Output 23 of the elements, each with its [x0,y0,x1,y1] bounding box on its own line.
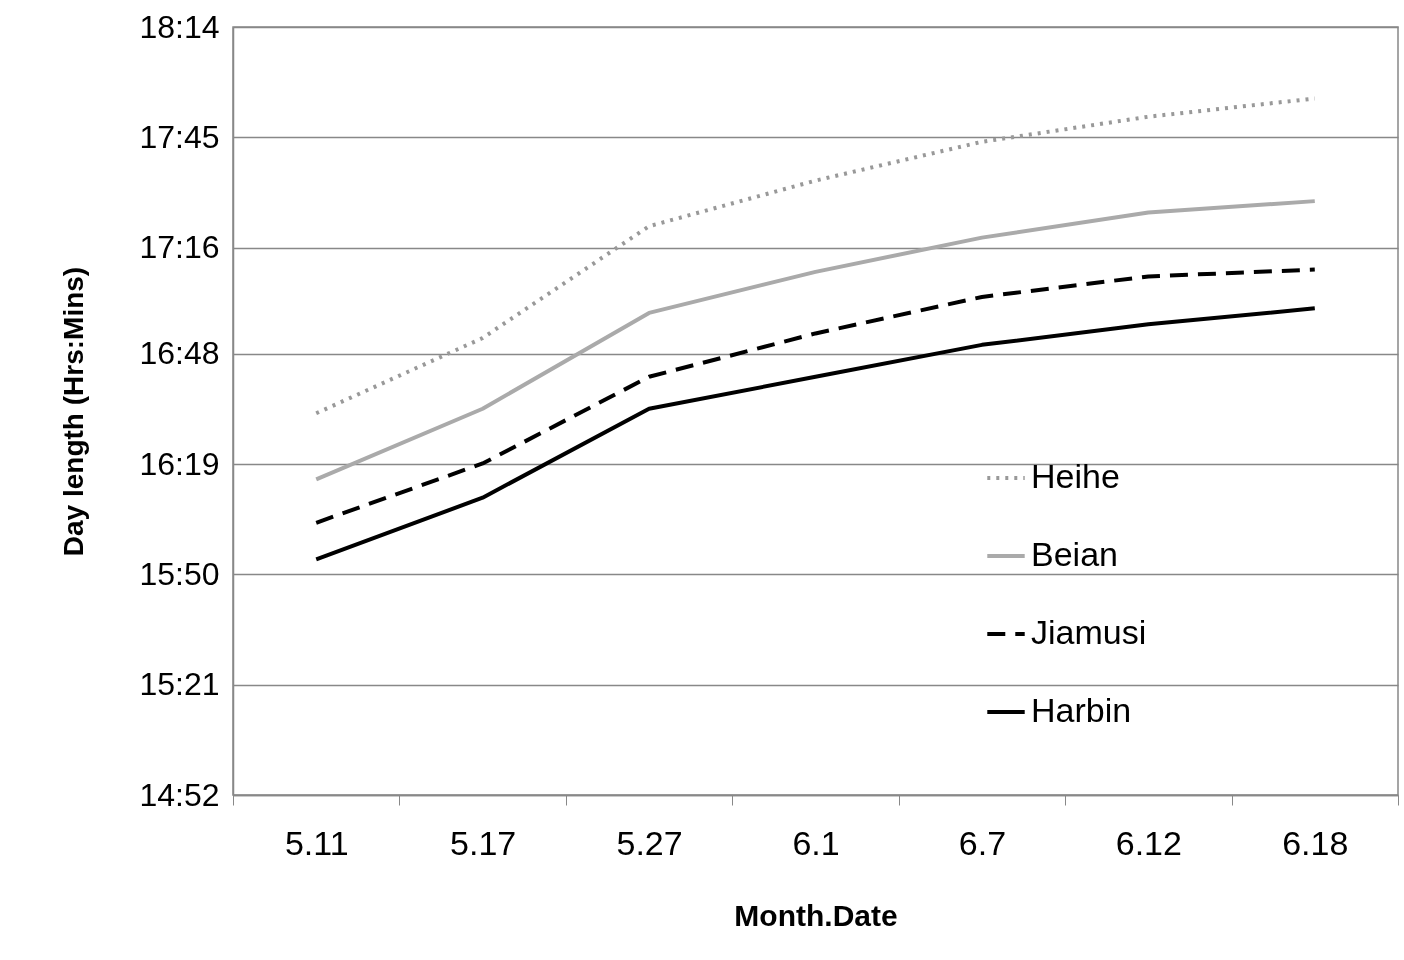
line-series [314,267,1317,525]
y-tick-label: 14:52 [139,776,220,813]
x-tick-label: 6.7 [958,823,1007,862]
x-axis-title: Month.Date [734,898,898,932]
line-series [314,96,1317,416]
y-tick-label: 15:50 [139,556,220,592]
x-tick-label: 6.18 [1282,823,1349,862]
y-tick-label: 17:45 [139,118,220,155]
x-tick-label: 6.1 [792,823,840,862]
x-tick-label: 5.11 [284,823,349,862]
y-tick-label: 18:14 [139,8,220,45]
x-tick-label: 5.17 [450,823,517,862]
y-tick-label: 17:16 [139,229,220,265]
x-tick-label: 5.27 [616,823,683,862]
x-tick-label: 6.12 [1115,823,1182,862]
y-tick-label: 16:19 [139,445,220,482]
y-tick-label: 16:48 [139,335,220,372]
legend-label: Beian [1031,535,1118,573]
legend-label: Harbin [1031,691,1132,729]
legend-label: Heihe [1031,457,1120,495]
legend-label: Jiamusi [1031,613,1147,651]
y-axis-title: Day length (Hrs:Mins) [58,266,90,557]
y-tick-label: 15:21 [139,666,220,703]
